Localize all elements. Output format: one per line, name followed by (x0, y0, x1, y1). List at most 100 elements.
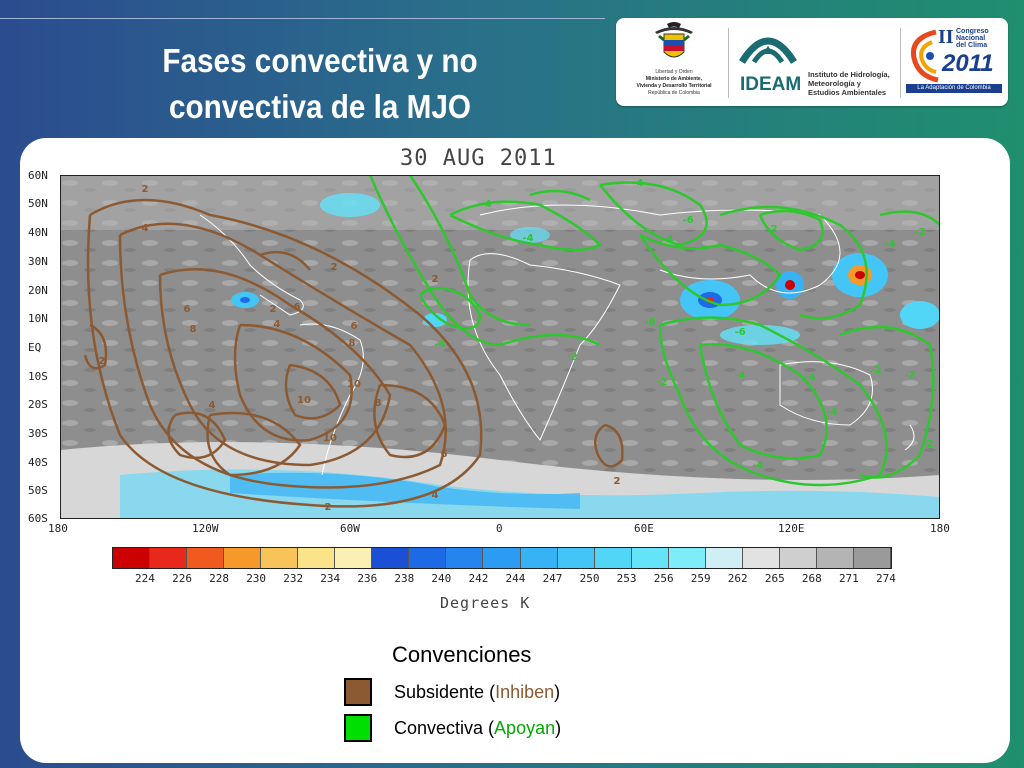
colorbar-label: 232 (283, 572, 304, 585)
contour-label: -2 (922, 439, 933, 450)
colorbar-swatch (446, 548, 484, 568)
colorbar-swatch (224, 548, 262, 568)
colorbar-swatch (520, 548, 558, 568)
colorbar-swatch (150, 548, 188, 568)
contour-label: -2 (766, 224, 777, 235)
ministry-line-1: Libertad y Orden (655, 69, 693, 75)
lat-label: 10N (28, 312, 48, 325)
legend-title: Convenciones (392, 642, 532, 667)
colorbar-label: 236 (357, 572, 378, 585)
ideam-name: IDEAM (740, 74, 802, 95)
header-rule (0, 18, 605, 19)
lon-label: 180 (48, 522, 68, 535)
colorbar-label: 230 (246, 572, 267, 585)
colorbar-label: 256 (653, 572, 674, 585)
colorbar-swatch (113, 548, 151, 568)
lat-label: 20S (28, 398, 48, 411)
contour-label: 4 (274, 319, 281, 330)
congreso-line-2: Nacional (956, 35, 986, 42)
lon-label: 120E (778, 522, 805, 535)
colorbar-label: 250 (579, 572, 600, 585)
contour-label: 8 (190, 324, 197, 335)
contour-label: -4 (884, 239, 895, 250)
colorbar-swatch (409, 548, 447, 568)
contour-label: -4 (804, 372, 815, 383)
ideam-eye-icon (739, 37, 797, 64)
colorbar-swatch (705, 548, 743, 568)
contour-label: 6 (184, 304, 191, 315)
lat-label: EQ (28, 341, 42, 354)
contour-label: 2 (331, 262, 338, 273)
ministry-line-2: Ministerio de Ambiente, (645, 76, 703, 82)
contour-label: -4 (662, 234, 673, 245)
colorbar-units: Degrees K (440, 594, 531, 612)
colorbar-swatch (853, 548, 891, 568)
lat-label: 40S (28, 456, 48, 469)
lat-label: 40N (28, 226, 48, 239)
colorbar-label: 244 (505, 572, 526, 585)
congreso-line-1: Congreso (956, 28, 989, 35)
contour-label: -4 (632, 178, 643, 189)
legend-highlight: Apoyan (494, 717, 556, 738)
legend-text: Convectiva (Apoyan) (394, 717, 562, 738)
logos-panel: Libertad y Orden Ministerio de Ambiente,… (616, 18, 1008, 106)
legend-text: Subsidente (Inhiben) (394, 681, 561, 702)
lon-label: 0 (496, 522, 503, 535)
contour-label: 10 (323, 433, 337, 444)
colorbar-swatch (483, 548, 521, 568)
colorbar (112, 547, 892, 569)
colorbar-swatch (779, 548, 817, 568)
colorbar-label: 240 (431, 572, 452, 585)
contour-label: -4 (434, 339, 445, 350)
contour-label: -4 (826, 407, 837, 418)
colorbar-swatch (298, 548, 336, 568)
contour-label: 8 (349, 338, 356, 349)
logo-divider (900, 28, 901, 98)
legend-swatch-convective (344, 714, 372, 742)
colorbar-swatch (372, 548, 410, 568)
colorbar-label: 247 (542, 572, 563, 585)
legend-item-convective: Convectiva (Apoyan) (344, 714, 561, 742)
colorbar-swatch (187, 548, 225, 568)
colorbar-label: 253 (616, 572, 637, 585)
legend-item-subsident: Subsidente (Inhiben) (344, 678, 560, 706)
ideam-desc-line-2: Meteorología y (808, 79, 861, 88)
contour-label: 4 (209, 400, 216, 411)
slide-title-line-1: Fases convectiva y no (162, 42, 478, 79)
continent-outlines (199, 204, 915, 476)
colorbar-label: 265 (764, 572, 785, 585)
contour-label: 6 (294, 302, 301, 313)
slide-title-line-2: convectiva de la MJO (168, 88, 472, 125)
colorbar-swatch (816, 548, 854, 568)
lon-label: 180 (930, 522, 950, 535)
contour-label: -4 (480, 199, 491, 210)
contour-label: 6 (351, 321, 358, 332)
lat-label: 10S (28, 370, 48, 383)
colorbar-label: 228 (209, 572, 230, 585)
colorbar-swatch (335, 548, 373, 568)
lat-label: 50N (28, 197, 48, 210)
congreso-logo: II Congreso Nacional del Clima 2011 La A… (906, 26, 1004, 102)
colorbar-swatch (668, 548, 706, 568)
lat-label: 30S (28, 427, 48, 440)
colorbar-swatch (594, 548, 632, 568)
subsident-contours (83, 198, 624, 508)
lon-label: 60W (340, 522, 360, 535)
contour-label: -4 (752, 460, 763, 471)
colorbar-label: 262 (727, 572, 748, 585)
congreso-tagline: La Adaptación de Colombia (906, 84, 1002, 93)
contour-label: -2 (904, 370, 915, 381)
contour-label: -6 (734, 327, 745, 338)
logo-divider (728, 28, 729, 98)
convective-contours (368, 175, 940, 487)
colorbar-label: 234 (320, 572, 341, 585)
contour-label: 2 (432, 274, 439, 285)
contour-label: -6 (682, 215, 693, 226)
contour-label: 6 (441, 449, 448, 460)
colorbar-swatch (261, 548, 299, 568)
colorbar-label: 268 (801, 572, 822, 585)
lat-label: 20N (28, 284, 48, 297)
lat-label: 30N (28, 255, 48, 268)
colorbar-swatch (557, 548, 595, 568)
contour-label: -4 (522, 233, 533, 244)
